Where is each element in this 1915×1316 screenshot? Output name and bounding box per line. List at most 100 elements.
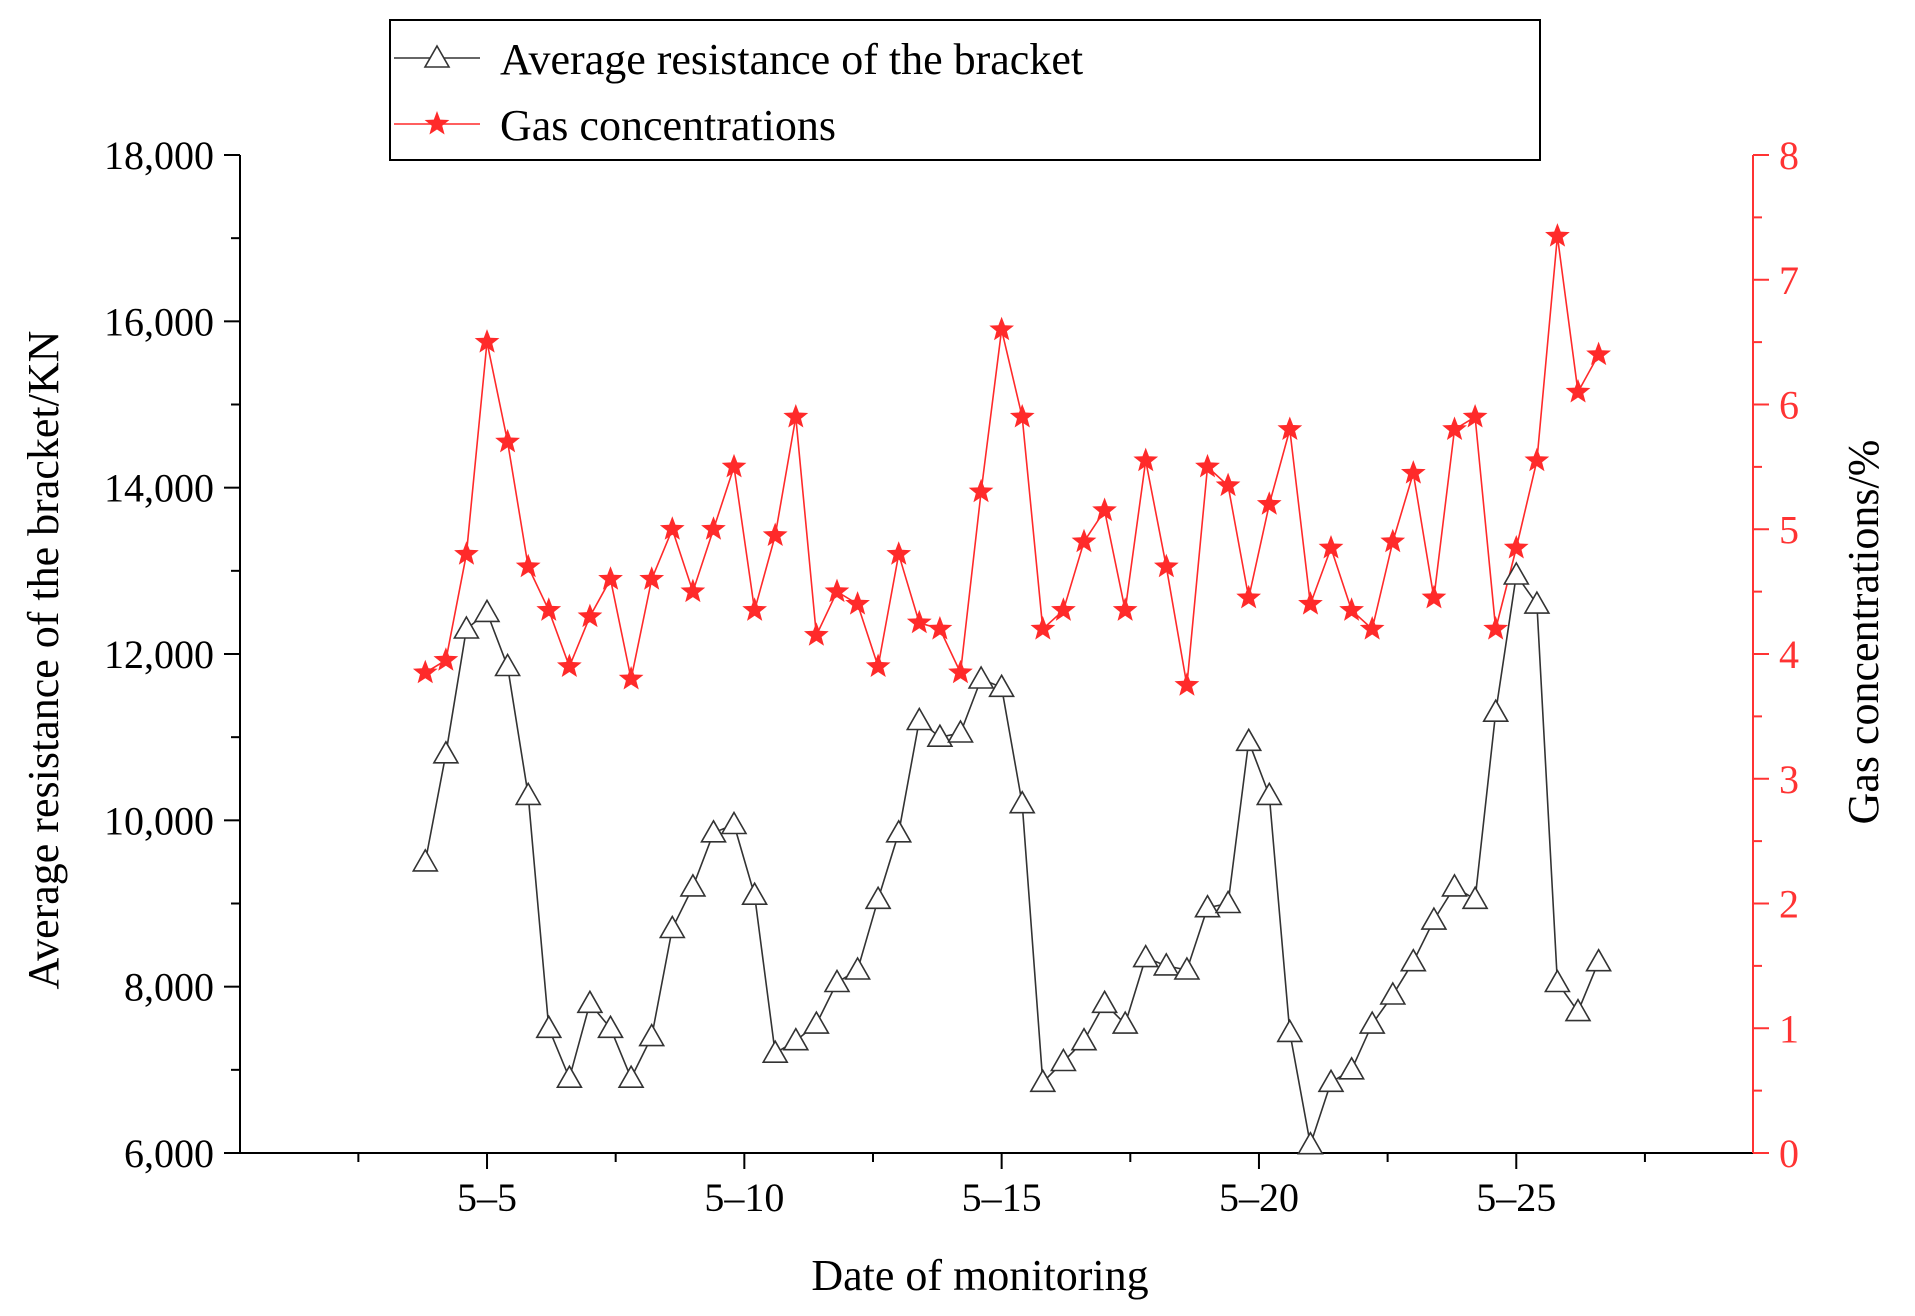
resistance-point: [1235, 727, 1263, 752]
resistance-point: [1461, 885, 1489, 910]
resistance-point: [1338, 1056, 1365, 1080]
resistance-point: [1358, 1010, 1386, 1034]
resistance-point: [803, 1010, 830, 1034]
gas-point: [1298, 591, 1323, 615]
gas-point: [824, 578, 850, 603]
left-tick-label: 10,000: [104, 798, 214, 843]
gas-point: [1318, 535, 1344, 559]
right-tick-label: 4: [1779, 632, 1799, 677]
left-tick-label: 16,000: [104, 299, 214, 344]
resistance-point: [1276, 1018, 1304, 1043]
gas-point: [412, 659, 438, 684]
legend: Average resistance of the bracket Gas co…: [389, 19, 1541, 161]
gas-point: [1071, 528, 1097, 553]
resistance-point: [823, 968, 851, 993]
resistance-point: [1255, 781, 1283, 806]
gas-point: [1030, 616, 1056, 640]
resistance-point: [720, 810, 748, 835]
resistance-point: [1317, 1068, 1345, 1093]
resistance-point: [1441, 873, 1468, 897]
resistance-point: [432, 740, 460, 764]
ticks: 6,000 8,000 10,000 12,000 14,000 16,000 18,000…: [104, 133, 1799, 1220]
resistance-point: [597, 1014, 624, 1039]
resistance-point: [905, 706, 933, 731]
resistance-point: [494, 652, 521, 677]
right-tick-label: 6: [1779, 383, 1799, 428]
gas-point: [1503, 535, 1529, 559]
resistance-point: [1091, 989, 1118, 1014]
x-tick-label: 5–10: [704, 1175, 784, 1220]
right-y-axis-title: Gas concentrations/%: [1839, 440, 1888, 825]
left-tick-label: 18,000: [104, 133, 214, 178]
gas-point: [1380, 528, 1406, 553]
resistance-point: [1585, 948, 1612, 972]
resistance-point: [1152, 952, 1180, 976]
resistance-point: [967, 665, 995, 689]
x-tick-label: 5–25: [1476, 1175, 1556, 1220]
resistance-point: [1544, 968, 1571, 993]
resistance-point: [1029, 1068, 1057, 1093]
gas-point: [1565, 379, 1591, 403]
legend-triangle-marker: [423, 44, 451, 68]
resistance-point: [658, 914, 686, 939]
legend-star-marker: [424, 111, 450, 135]
legend-item-gas: Gas concentrations: [394, 101, 836, 150]
legend-label-resistance: Average resistance of the bracket: [500, 35, 1083, 84]
gas-point: [1092, 497, 1117, 522]
resistance-point: [1194, 894, 1221, 918]
left-y-axis-title: Average resistance of the bracket/KN: [19, 331, 68, 990]
resistance-point: [864, 885, 892, 910]
gas-point: [598, 566, 623, 590]
gas-point: [1112, 597, 1138, 621]
right-tick-label: 2: [1779, 882, 1799, 927]
gas-point: [845, 591, 870, 615]
resistance-point: [1008, 790, 1036, 814]
resistance-point: [1399, 948, 1427, 972]
right-tick-label: 5: [1779, 507, 1799, 552]
gas-point: [474, 329, 500, 353]
axes: [239, 155, 1754, 1154]
resistance-point: [988, 673, 1015, 698]
left-tick-label: 14,000: [104, 466, 214, 511]
legend-item-resistance: Average resistance of the bracket: [394, 35, 1083, 84]
gas-point: [659, 516, 685, 540]
x-tick-label: 5–20: [1219, 1175, 1299, 1220]
gas-point: [1401, 460, 1426, 484]
resistance-point: [411, 848, 439, 872]
gas-point: [495, 428, 520, 453]
resistance-point: [679, 873, 707, 897]
gas-point: [989, 316, 1014, 341]
resistance-point: [1297, 1131, 1324, 1155]
gas-point: [865, 653, 891, 677]
right-tick-label: 1: [1779, 1006, 1799, 1051]
resistance-point: [617, 1064, 645, 1088]
resistance-point: [453, 615, 480, 639]
x-tick-label: 5–15: [962, 1175, 1042, 1220]
resistance-point: [1502, 561, 1530, 585]
resistance-point: [576, 989, 604, 1014]
gas-point: [1256, 491, 1282, 515]
resistance-point: [926, 723, 954, 748]
legend-box: [389, 19, 1541, 161]
gas-point: [577, 603, 603, 628]
resistance-point: [1482, 698, 1510, 723]
gas-point: [1154, 553, 1179, 578]
resistance-point: [556, 1064, 583, 1088]
gas-point: [618, 666, 644, 690]
gas-point: [639, 566, 665, 590]
resistance-point: [1420, 906, 1448, 930]
gas-point: [1339, 597, 1364, 621]
resistance-point: [844, 956, 871, 980]
gas-point: [1421, 584, 1447, 609]
resistance-point: [1564, 997, 1592, 1022]
resistance-point: [1111, 1010, 1139, 1034]
gas-point: [721, 453, 747, 478]
gas-point: [742, 597, 767, 621]
gas-point: [1462, 404, 1488, 428]
left-tick-label: 8,000: [124, 965, 214, 1010]
resistance-point: [947, 719, 974, 743]
resistance-point: [1173, 956, 1201, 980]
gas-point: [1195, 453, 1220, 478]
resistance-point: [1050, 1047, 1077, 1072]
